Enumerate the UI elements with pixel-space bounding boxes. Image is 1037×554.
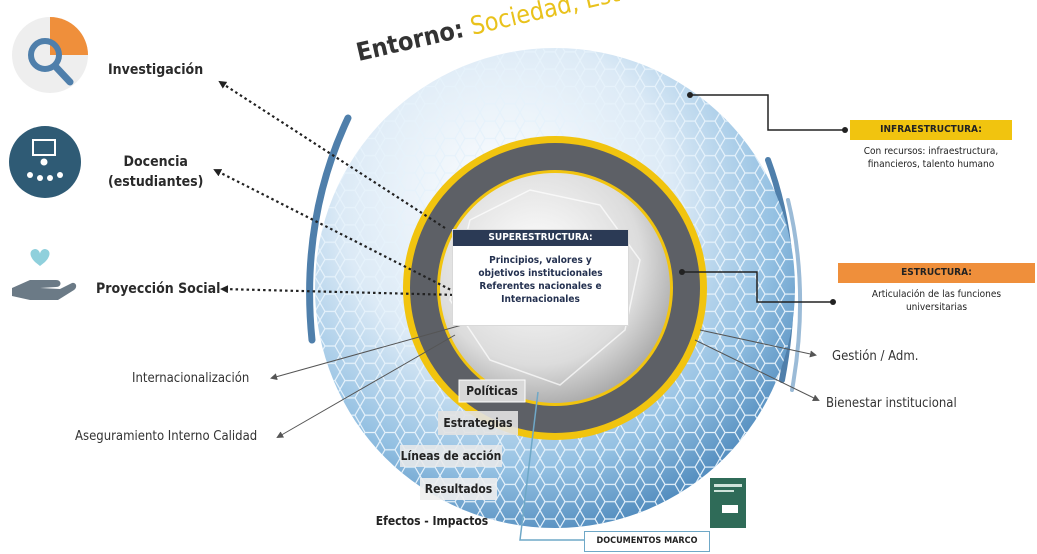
superstructure-line4: Internacionales: [501, 294, 580, 305]
arrow-teaching: [213, 169, 456, 293]
superstructure-line1: Principios, valores y: [489, 255, 592, 266]
arrow-outreach: [220, 285, 459, 297]
label-teaching-line2: (estudiantes): [108, 174, 204, 190]
outer-arc-right-2: [786, 198, 803, 392]
documents-connector: [519, 391, 584, 541]
label-internationalization: Internacionalización: [132, 371, 250, 386]
label-welfare: Bienestar institucional: [826, 396, 957, 411]
research-icon: [12, 17, 88, 93]
step-action-lines: Líneas de acción: [400, 449, 502, 463]
structure-line2: universitarias: [905, 302, 968, 313]
documents-label: DOCUMENTOS MARCO: [584, 531, 710, 552]
step-policies: Políticas: [466, 384, 518, 398]
label-management: Gestión / Adm.: [832, 349, 919, 364]
infrastructure-heading-bar: [850, 120, 1012, 140]
superstructure-line2: objetivos institucionales: [478, 268, 603, 279]
helping-hand-icon: [12, 249, 77, 300]
structure-heading-bar: [838, 263, 1035, 283]
infrastructure-line1: Con recursos: infraestructura,: [863, 146, 999, 157]
arrow-welfare: [694, 339, 820, 401]
infrastructure-card: INFRAESTRUCTURA: Con recursos: infraestr…: [850, 120, 1012, 171]
step-results-box: [420, 478, 497, 500]
arrow-research: [218, 80, 446, 229]
structure-line1: Articulación de las funciones: [871, 289, 1002, 300]
infrastructure-text: Con recursos: infraestructura, financier…: [850, 145, 1012, 171]
arrow-management: [699, 329, 817, 358]
step-strategies: Estrategias: [443, 416, 513, 430]
step-strategies-box: [438, 411, 518, 435]
step-effects: Efectos - Impactos: [375, 514, 489, 528]
infrastructure-heading: INFRAESTRUCTURA:: [880, 124, 982, 135]
structure-heading: ESTRUCTURA:: [901, 267, 972, 278]
structure-card: ESTRUCTURA: Articulación de las funcione…: [838, 263, 1035, 314]
arrow-quality: [276, 334, 456, 438]
step-policies-box: [458, 379, 526, 403]
step-results: Resultados: [424, 482, 493, 496]
document-thumbnail-icon: [710, 478, 746, 528]
label-outreach: Proyección Social: [96, 281, 221, 297]
structure-connector: [682, 271, 833, 303]
superstructure-line3: Referentes nacionales e: [479, 281, 602, 292]
structure-text: Articulación de las funciones universita…: [838, 288, 1035, 314]
teaching-icon: [9, 126, 81, 198]
superstructure-card: SUPERESTRUCTURA: Principios, valores y o…: [453, 230, 628, 325]
label-research: Investigación: [108, 62, 204, 78]
label-teaching: Docencia (estudiantes): [108, 152, 203, 192]
superstructure-heading: SUPERESTRUCTURA:: [453, 230, 628, 246]
superstructure-text: Principios, valores y objetivos instituc…: [453, 246, 628, 306]
label-teaching-line1: Docencia: [123, 154, 188, 170]
step-actionlines-box: [400, 445, 502, 467]
infrastructure-line2: financieros, talento humano: [867, 159, 995, 170]
label-quality: Aseguramiento Interno Calidad: [75, 429, 258, 444]
outer-arc-left: [306, 114, 352, 344]
infrastructure-connector: [690, 94, 845, 131]
arrow-internationalization: [270, 324, 463, 381]
